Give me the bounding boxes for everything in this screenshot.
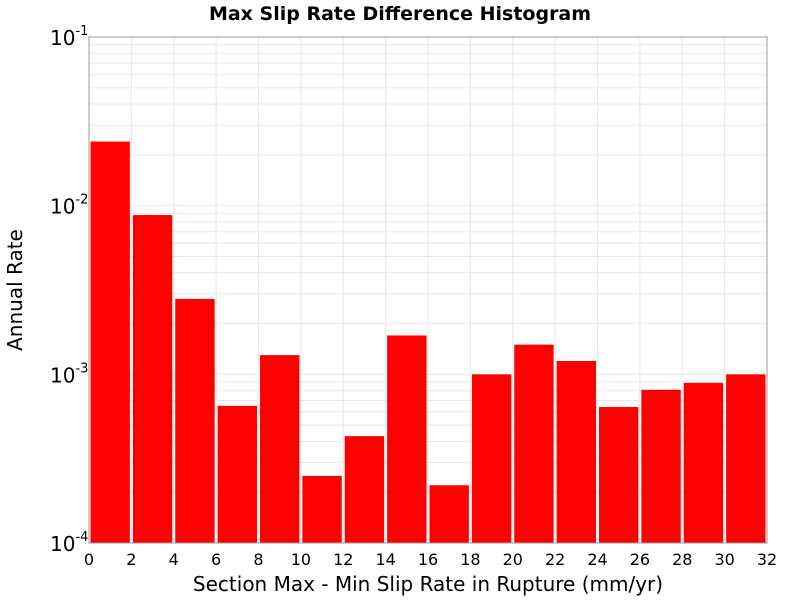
y-tick-label: 10-1: [50, 24, 88, 50]
y-tick-label: 10-2: [50, 193, 88, 219]
x-tick-label: 12: [333, 550, 353, 569]
histogram-bar: [726, 374, 766, 543]
bars-group: [90, 141, 766, 544]
histogram-bar: [683, 382, 724, 543]
y-tick-label: 10-4: [50, 530, 88, 556]
histogram-bar: [514, 344, 554, 543]
x-tick-label: 10: [291, 550, 311, 569]
histogram-bar: [641, 389, 681, 543]
x-tick-label: 20: [503, 550, 523, 569]
histogram-bar: [132, 215, 173, 544]
chart-title: Max Slip Rate Difference Histogram: [209, 3, 591, 25]
x-tick-label: 8: [253, 550, 263, 569]
x-tick-label: 32: [757, 550, 777, 569]
histogram-bar: [302, 475, 342, 543]
histogram-bar: [599, 407, 639, 543]
y-axis-label: Annual Rate: [3, 229, 27, 351]
x-tick-labels: 0 2 4 6 8 10 12 14 16 18 20 22 24 26 28 30 32: [84, 550, 777, 569]
histogram-bar: [471, 374, 512, 543]
histogram-bar: [260, 355, 300, 543]
x-tick-label: 4: [169, 550, 179, 569]
x-tick-label: 28: [672, 550, 692, 569]
histogram-bar: [429, 485, 469, 543]
x-tick-label: 0: [84, 550, 94, 569]
x-tick-label: 16: [418, 550, 438, 569]
y-tick-label: 10-3: [50, 361, 88, 387]
x-tick-label: 30: [714, 550, 734, 569]
x-tick-label: 26: [630, 550, 650, 569]
x-axis-label: Section Max - Min Slip Rate in Rupture (…: [193, 572, 663, 596]
histogram-bar: [556, 360, 596, 543]
plot-frame: [88, 36, 768, 544]
x-tick-label: 24: [587, 550, 607, 569]
histogram-bar: [175, 298, 215, 543]
x-tick-label: 14: [375, 550, 395, 569]
x-tick-label: 2: [126, 550, 136, 569]
histogram-bar: [387, 335, 427, 543]
histogram-bar: [217, 405, 257, 543]
x-tick-label: 18: [460, 550, 480, 569]
x-tick-label: 6: [211, 550, 221, 569]
histogram-bar: [90, 141, 130, 543]
x-tick-label: 22: [545, 550, 565, 569]
histogram-bar: [344, 436, 385, 543]
y-tick-labels: 10-4 10-3 10-2 10-1: [50, 24, 88, 556]
